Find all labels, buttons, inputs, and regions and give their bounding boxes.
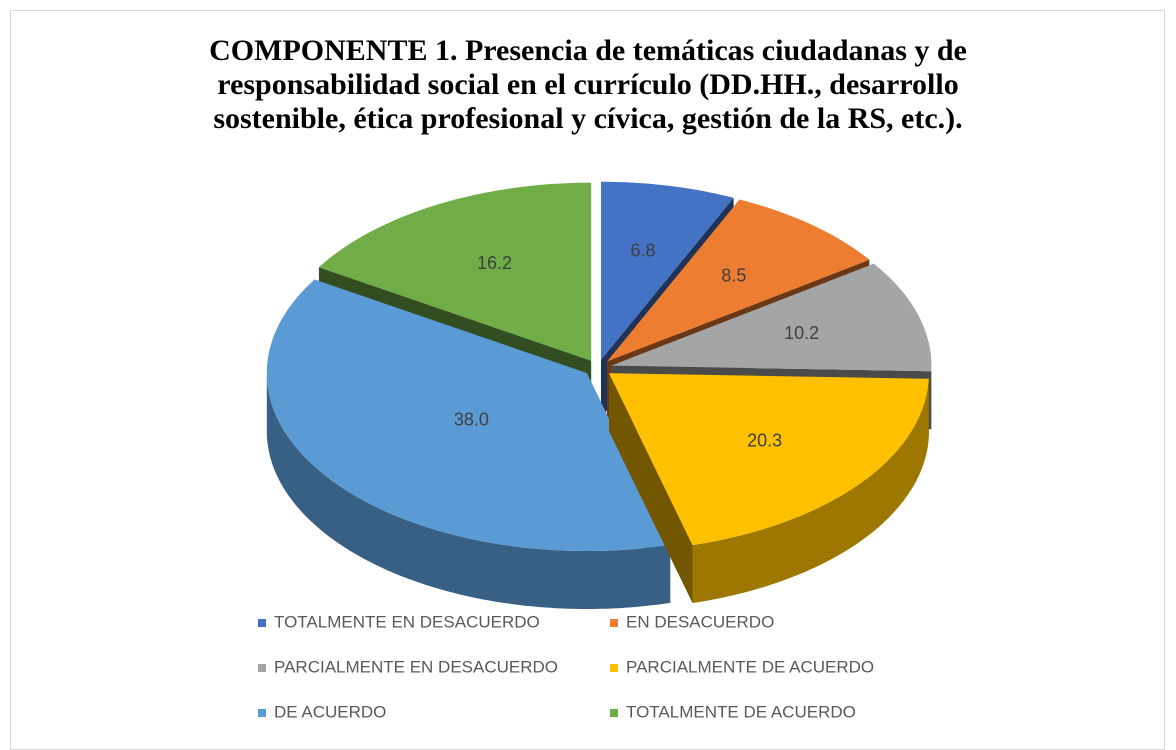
legend-swatch xyxy=(258,664,266,672)
legend-label: TOTALMENTE DE ACUERDO xyxy=(626,702,856,721)
legend-label: TOTALMENTE EN DESACUERDO xyxy=(274,612,540,631)
legend-swatch xyxy=(610,709,618,717)
data-label: 10.2 xyxy=(784,323,819,343)
legend-swatch xyxy=(258,709,266,717)
legend-label: DE ACUERDO xyxy=(274,702,386,721)
legend-swatch xyxy=(258,619,266,627)
legend-label: PARCIALMENTE DE ACUERDO xyxy=(626,657,874,676)
legend-label: EN DESACUERDO xyxy=(626,612,774,631)
legend-label: PARCIALMENTE EN DESACUERDO xyxy=(274,657,558,676)
data-label: 16.2 xyxy=(477,253,512,273)
legend-swatch xyxy=(610,619,618,627)
data-label: 38.0 xyxy=(454,410,489,430)
data-label: 6.8 xyxy=(631,241,656,261)
data-label: 20.3 xyxy=(747,430,782,450)
data-label: 8.5 xyxy=(721,265,746,285)
legend-swatch xyxy=(610,664,618,672)
